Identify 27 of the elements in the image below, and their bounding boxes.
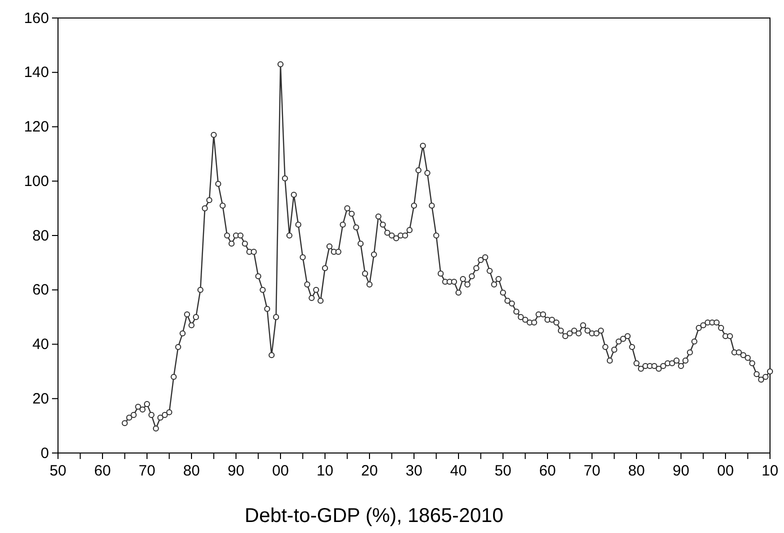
- x-tick-label: 80: [628, 462, 645, 480]
- x-tick-label: 60: [94, 462, 111, 480]
- x-tick-label: 90: [672, 462, 690, 480]
- x-tick-label: 10: [762, 462, 778, 480]
- y-tick-label: 120: [24, 118, 49, 136]
- x-tick-label: 70: [138, 462, 156, 480]
- y-tick-label: 100: [24, 172, 49, 190]
- y-tick-label: 40: [32, 336, 49, 354]
- x-axis-title: Debt-to-GDP (%), 1865-2010: [244, 505, 504, 527]
- x-tick-label: 00: [717, 462, 734, 480]
- x-tick-label: 00: [272, 462, 289, 480]
- x-tick-label: 60: [539, 462, 556, 480]
- x-tick-label: 30: [406, 462, 422, 480]
- x-tick-label: 40: [450, 462, 467, 480]
- y-tick-label: 60: [32, 282, 49, 299]
- x-tick-label: 20: [361, 462, 378, 480]
- y-tick-label: 20: [32, 390, 49, 408]
- y-tick-label: 160: [24, 10, 49, 27]
- y-tick-label: 80: [32, 227, 49, 244]
- x-tick-label: 70: [584, 462, 600, 480]
- x-tick-label: 10: [316, 462, 334, 480]
- y-tick-label: 140: [24, 64, 49, 82]
- y-tick-label: 0: [40, 444, 49, 462]
- x-tick-label: 50: [494, 462, 512, 480]
- x-tick-label: 80: [183, 462, 200, 480]
- x-tick-label: 50: [50, 462, 66, 480]
- x-tick-label: 90: [228, 462, 244, 480]
